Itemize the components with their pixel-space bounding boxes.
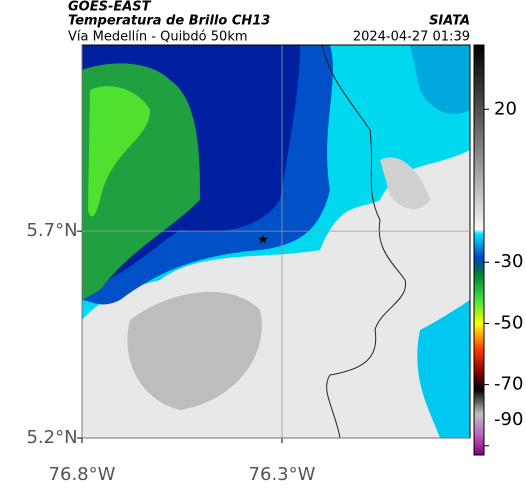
colorbar-tick-label: -90 (494, 409, 523, 430)
y-tick-label: 5.2°N (26, 427, 77, 448)
x-tick-label: 76.8°W (49, 464, 116, 485)
colorbar (473, 44, 485, 456)
satellite-image (82, 45, 470, 438)
title: Temperatura de Brillo CH13 (68, 14, 270, 29)
colorbar-tick-label: -50 (494, 312, 523, 333)
subtitle: Vía Medellín - Quibdó 50km (68, 30, 248, 45)
location-marker: ★ (257, 233, 269, 248)
brand: SIATA (429, 14, 470, 29)
source: GOES-EAST (68, 0, 152, 15)
colorbar-tick-label: -70 (494, 374, 523, 395)
y-tick-label: 5.7°N (26, 220, 77, 241)
x-tick-label: 76.3°W (249, 464, 316, 485)
colorbar-tick-label: -30 (494, 251, 523, 272)
timestamp: 2024-04-27 01:39 (353, 30, 470, 45)
colorbar-tick-label: 20 (494, 98, 517, 119)
